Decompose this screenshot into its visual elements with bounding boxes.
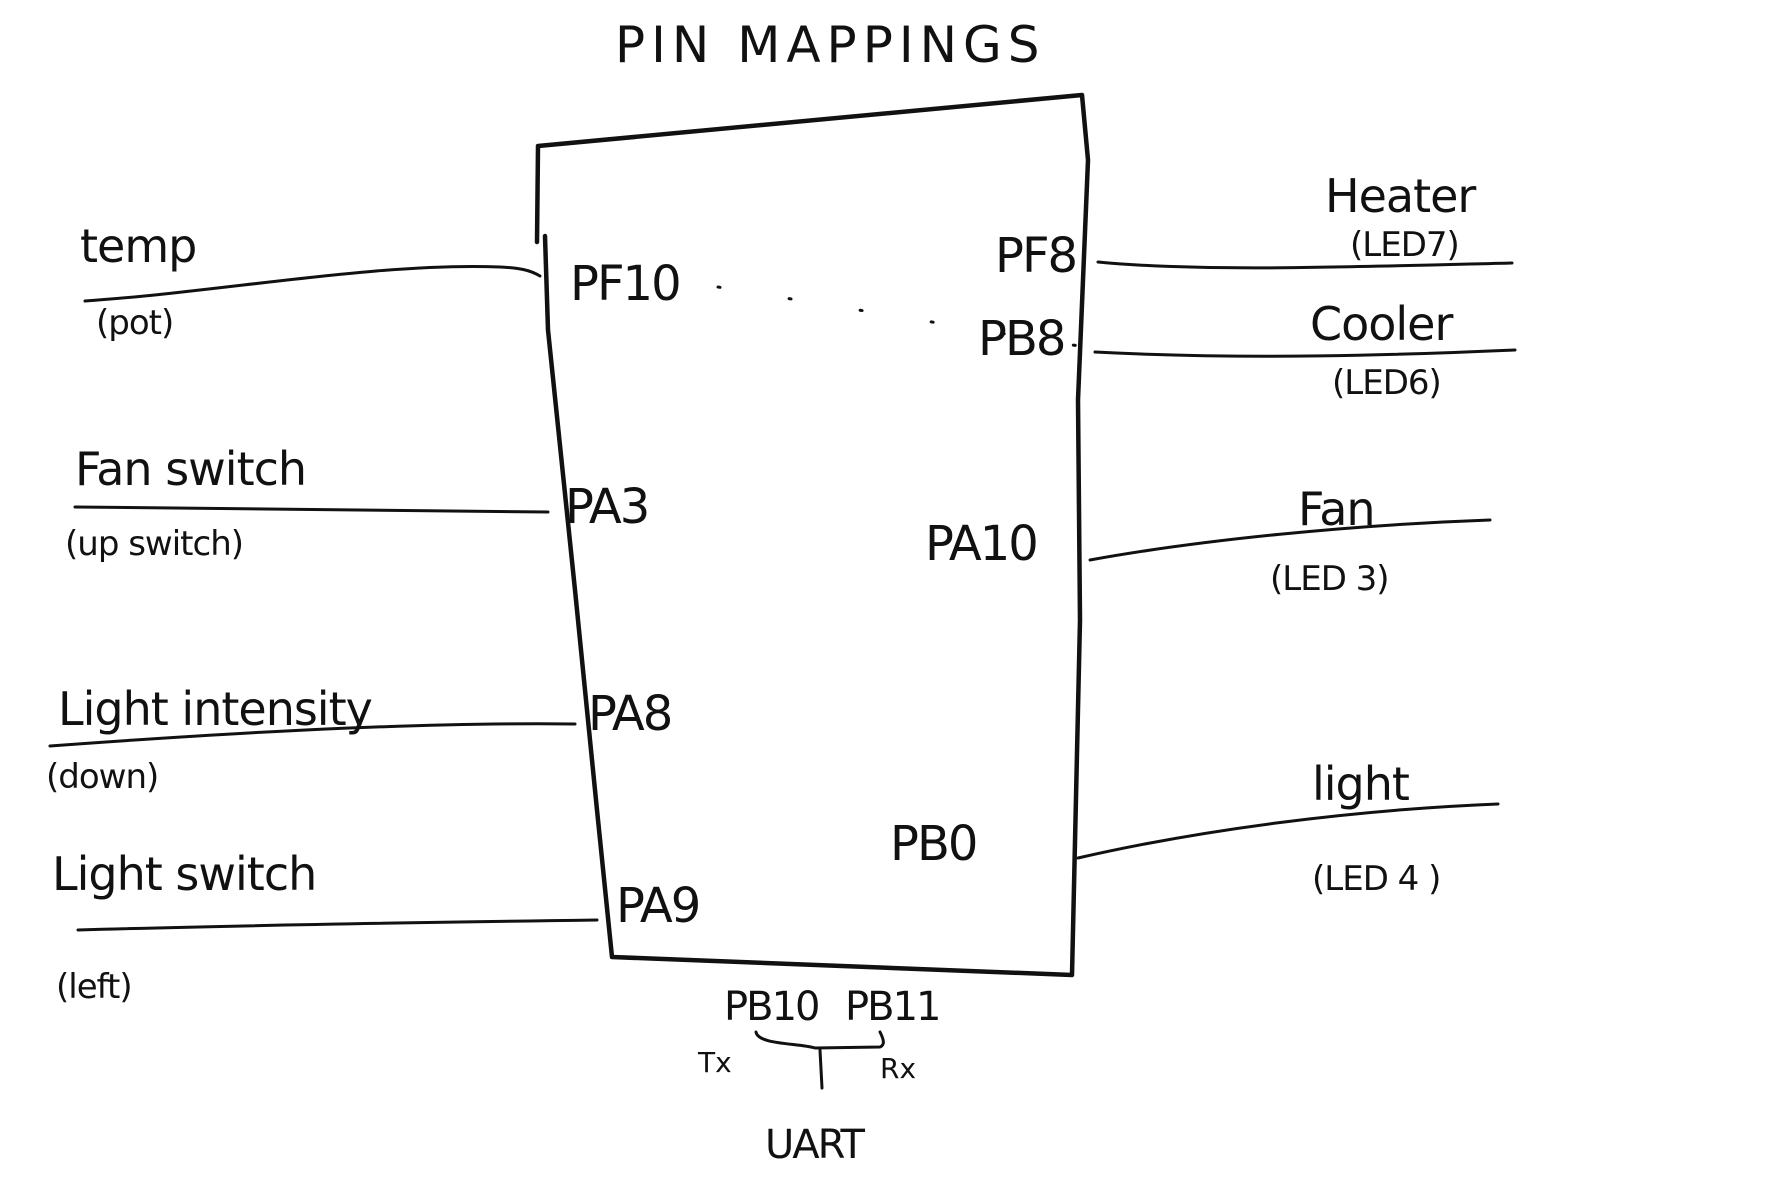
- output-label-cooler: Cooler: [1310, 297, 1453, 351]
- pin-PB10: PB10: [724, 984, 818, 1030]
- input-sub-light-intensity: (down): [46, 757, 158, 797]
- input-label-fan-switch: Fan switch: [75, 442, 306, 496]
- input-label-temp: temp: [80, 219, 196, 273]
- uart-stem: [818, 1048, 824, 1090]
- output-label-light: light: [1312, 757, 1409, 811]
- input-label-light-switch: Light switch: [52, 847, 316, 901]
- output-sub-heater: (LED7): [1350, 225, 1459, 265]
- output-label-heater: Heater: [1325, 169, 1476, 223]
- wire-fan: [1088, 518, 1492, 562]
- pin-PB8: PB8: [978, 311, 1064, 367]
- pin-PA9: PA9: [616, 878, 699, 934]
- pin-PB0: PB0: [890, 816, 976, 872]
- pin-PA3: PA3: [565, 479, 648, 535]
- wire-light: [1076, 802, 1500, 860]
- wire-light-intensity: [48, 722, 577, 748]
- wire-heater: [1096, 260, 1514, 270]
- pin-PB11: PB11: [845, 984, 939, 1030]
- pin-PA10: PA10: [925, 516, 1037, 572]
- output-sub-light: (LED 4 ): [1312, 859, 1440, 899]
- output-sub-cooler: (LED6): [1332, 363, 1441, 403]
- microcontroller-box: [534, 92, 1091, 978]
- wire-light-switch: [76, 918, 599, 932]
- input-sub-temp: (pot): [96, 303, 173, 343]
- uart-label: UART: [765, 1122, 866, 1168]
- input-label-light-intensity: Light intensity: [58, 682, 372, 736]
- wire-fan-switch: [73, 505, 550, 514]
- output-label-fan: Fan: [1298, 482, 1375, 536]
- pin-PF8: PF8: [995, 228, 1076, 284]
- uart-bracket: [754, 1030, 885, 1050]
- uart-tx-label: Tx: [697, 1046, 732, 1079]
- input-sub-light-switch: (left): [56, 967, 132, 1007]
- pin-PA8: PA8: [588, 686, 671, 742]
- input-sub-fan-switch: (up switch): [65, 524, 243, 564]
- diagram-title: PIN MAPPINGS: [615, 16, 1045, 74]
- wire-cooler: [1093, 348, 1517, 358]
- pin-PF10: PF10: [570, 256, 680, 312]
- uart-rx-label: Rx: [880, 1052, 916, 1085]
- output-sub-fan: (LED 3): [1270, 559, 1389, 599]
- wire-temp: [83, 264, 542, 303]
